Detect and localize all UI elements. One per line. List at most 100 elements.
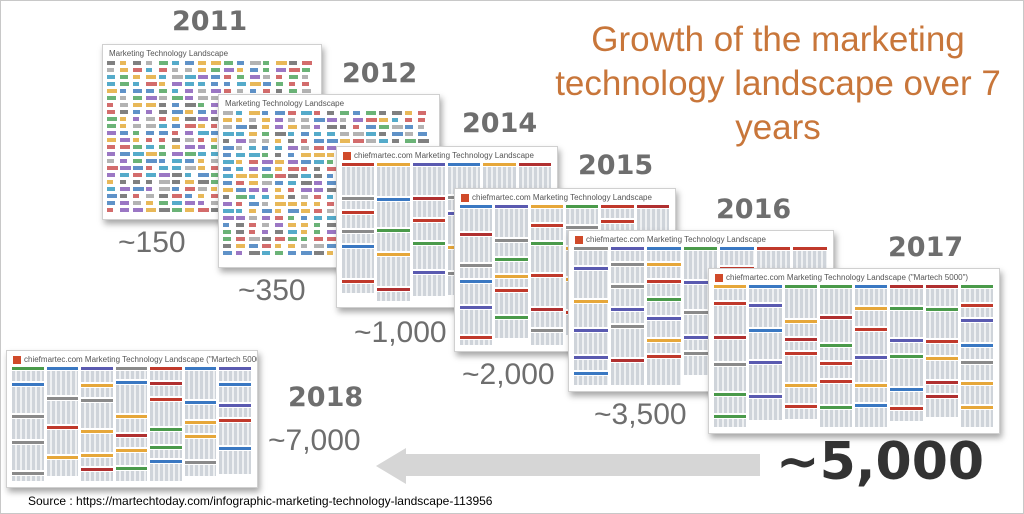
category-header (150, 382, 182, 385)
category-header (150, 398, 182, 401)
tech-logo (275, 125, 283, 129)
category-header (683, 247, 718, 250)
tech-logo (133, 110, 140, 114)
category-header (495, 239, 528, 242)
tech-logo (211, 75, 220, 79)
category-header (784, 384, 817, 387)
tech-logo (159, 82, 165, 86)
category-header (960, 344, 993, 347)
tech-logo (211, 194, 219, 198)
category-header (610, 285, 645, 288)
tech-logo (288, 160, 298, 164)
category-logos (12, 387, 44, 413)
category-header (530, 329, 563, 332)
category-header (377, 198, 410, 201)
tech-logo (418, 118, 425, 122)
category-header (530, 308, 563, 311)
category-header (530, 274, 563, 277)
category-logos (46, 401, 79, 424)
tech-logo (223, 125, 232, 129)
tech-logo (107, 194, 117, 198)
tech-logo (301, 195, 308, 199)
tech-logo (236, 146, 242, 150)
category-logos (714, 306, 747, 334)
category-header (647, 263, 681, 266)
category-logos (530, 246, 563, 272)
tech-logo (327, 174, 333, 178)
category-logos (793, 251, 827, 273)
tech-logo (237, 89, 243, 93)
tech-logo (185, 159, 194, 163)
category-logos (890, 311, 923, 337)
tech-logo (133, 96, 142, 100)
category-header (115, 449, 148, 452)
tech-logo (301, 216, 307, 220)
category-logos (460, 209, 493, 231)
tech-logo (107, 68, 114, 72)
category-logos (219, 423, 251, 445)
tech-logo (198, 180, 209, 184)
category-header (819, 406, 852, 409)
count-label-2011: ~150 (118, 226, 186, 259)
category-header (714, 285, 747, 288)
category-logos (890, 392, 923, 405)
tech-logo (133, 208, 143, 212)
category-header (610, 308, 645, 311)
tech-logo (223, 230, 231, 234)
tech-logo (107, 145, 115, 149)
category-header (960, 285, 993, 288)
tech-logo (249, 230, 255, 234)
tech-logo (211, 180, 218, 184)
tech-logo (236, 118, 242, 122)
tech-logo (250, 61, 261, 65)
thumbnail-title: chiefmartec.com Marketing Technology Lan… (726, 273, 969, 282)
tech-logo (262, 125, 269, 129)
tech-logo (236, 202, 242, 206)
category-header (150, 428, 182, 431)
tech-logo (120, 187, 130, 191)
tech-logo (262, 132, 269, 136)
tech-logo (159, 201, 168, 205)
category-header (714, 415, 747, 418)
category-header (960, 406, 993, 409)
tech-logo (198, 96, 208, 100)
tech-logo (301, 223, 308, 227)
tech-logo (172, 173, 182, 177)
tech-logo (275, 111, 285, 115)
tech-logo (236, 139, 246, 143)
tech-logo (159, 173, 170, 177)
tech-logo (172, 68, 178, 72)
tech-logo (301, 118, 309, 122)
tech-logo (392, 132, 403, 136)
category-header (749, 285, 782, 288)
category-header (714, 393, 747, 396)
category-logos (855, 311, 888, 326)
tech-logo (146, 68, 152, 72)
tech-logo (288, 188, 294, 192)
tech-logo (107, 61, 115, 65)
tech-logo (289, 61, 297, 65)
category-header (115, 434, 148, 437)
tech-logo (249, 125, 257, 129)
category-header (115, 467, 148, 470)
year-label-2011: 2011 (172, 6, 248, 37)
category-header (460, 306, 493, 309)
category-header (714, 363, 747, 366)
tech-logo (288, 202, 297, 206)
tech-logo (236, 195, 247, 199)
category-header (460, 264, 493, 267)
tech-logo (236, 181, 244, 185)
category-header (819, 285, 852, 288)
tech-logo (146, 138, 152, 142)
tech-logo (223, 223, 229, 227)
tech-logo (327, 118, 337, 122)
category-header (448, 163, 481, 166)
category-logos (819, 289, 852, 314)
tech-logo (262, 202, 268, 206)
tech-logo (236, 125, 247, 129)
tech-logo (146, 89, 154, 93)
tech-logo (418, 139, 429, 143)
tech-logo (237, 61, 244, 65)
category-header (647, 355, 681, 358)
category-logos (219, 451, 251, 474)
